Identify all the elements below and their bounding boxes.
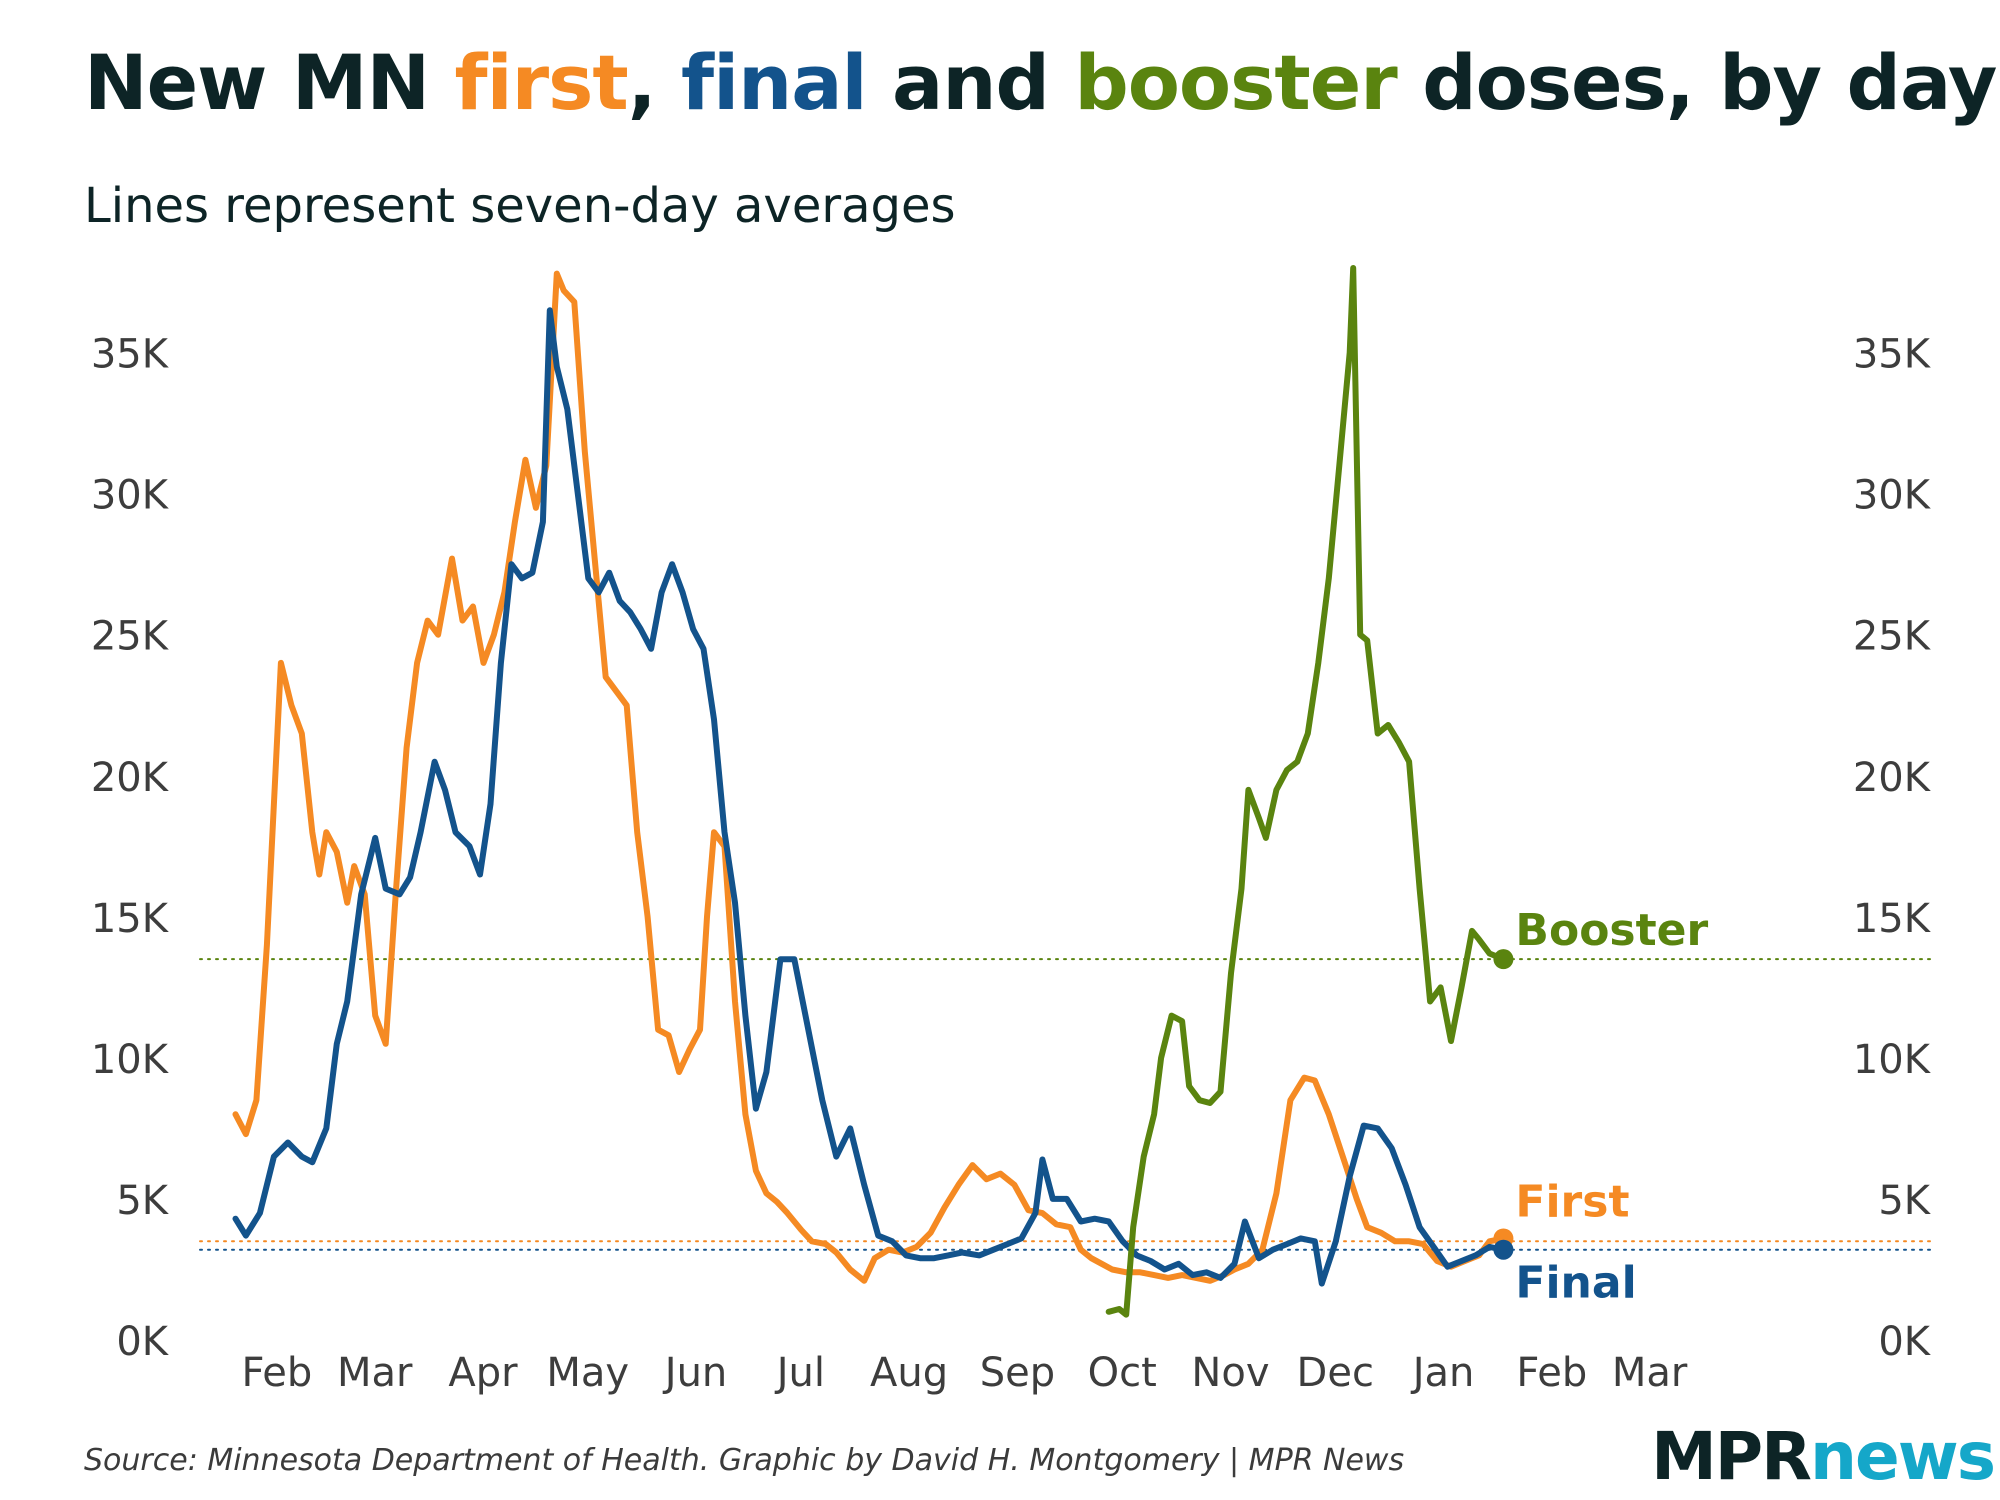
x-tick-label: Apr [448,1350,518,1396]
x-tick-label: Nov [1191,1350,1269,1396]
y-tick-label-right: 15K [1853,896,1932,942]
logo-mpr: MPR [1651,1418,1812,1495]
y-axis-left: 0K 5K 10K 15K 20K 25K 30K 35K [91,332,170,1365]
title-word-booster: booster [1074,38,1397,127]
y-tick-label-left: 30K [91,473,170,519]
title-part-4: doses, by day [1396,38,1997,127]
y-tick-label-left: 20K [91,755,170,801]
series-lines [232,265,1507,1318]
y-tick-label-left: 0K [116,1319,169,1365]
mpr-news-logo: MPRnews [1651,1418,1996,1495]
title-part-3: and [866,38,1075,127]
title-word-final: final [681,38,868,127]
source-credit: Source: Minnesota Department of Health. … [84,1443,1405,1478]
series-line-booster [1105,265,1507,1318]
y-tick-label-right: 35K [1853,332,1932,378]
x-tick-label: Mar [337,1350,413,1396]
title-part-1: New MN [84,38,455,127]
x-tick-label: Aug [870,1350,948,1396]
series-line-first [232,270,1507,1284]
x-tick-label: Jan [1410,1350,1475,1396]
y-tick-label-right: 10K [1853,1037,1932,1083]
series-end-markers: First Final Booster [1493,905,1708,1309]
x-tick-label: Feb [241,1350,312,1396]
y-tick-label-right: 0K [1878,1319,1931,1365]
series-line-final [232,307,1507,1287]
end-point-booster [1493,949,1514,970]
series-label-final: Final [1515,1258,1636,1309]
y-tick-label-left: 10K [91,1037,170,1083]
x-tick-label: May [546,1350,629,1396]
series-label-booster: Booster [1515,905,1708,956]
y-tick-label-left: 5K [116,1178,169,1224]
chart-title: New MN first, final and booster doses, b… [84,38,1997,127]
x-axis: Feb Mar Apr May Jun Jul Aug Sep Oct Nov Dec Jan Feb M… [241,1350,1687,1396]
y-tick-label-left: 25K [91,614,170,660]
x-tick-label: Oct [1088,1350,1157,1396]
y-tick-label-right: 5K [1878,1178,1931,1224]
y-tick-label-left: 15K [91,896,170,942]
title-part-2: , [627,38,682,127]
x-tick-label: Feb [1516,1350,1587,1396]
series-label-first: First [1515,1176,1629,1227]
x-tick-label: Dec [1297,1350,1374,1396]
y-tick-label-right: 20K [1853,755,1932,801]
title-word-first: first [454,38,629,127]
x-tick-label: Jun [662,1350,728,1396]
end-point-final [1493,1239,1514,1260]
y-tick-label-right: 25K [1853,614,1932,660]
x-tick-label: Sep [980,1350,1055,1396]
reference-lines [199,958,1931,1251]
logo-news: news [1809,1418,1996,1495]
y-axis-right: 0K 5K 10K 15K 20K 25K 30K 35K [1853,332,1932,1365]
y-tick-label-left: 35K [91,332,170,378]
chart-subtitle: Lines represent seven-day averages [84,178,956,234]
x-tick-label: Jul [774,1350,825,1396]
y-tick-label-right: 30K [1853,473,1932,519]
x-tick-label: Mar [1612,1350,1688,1396]
